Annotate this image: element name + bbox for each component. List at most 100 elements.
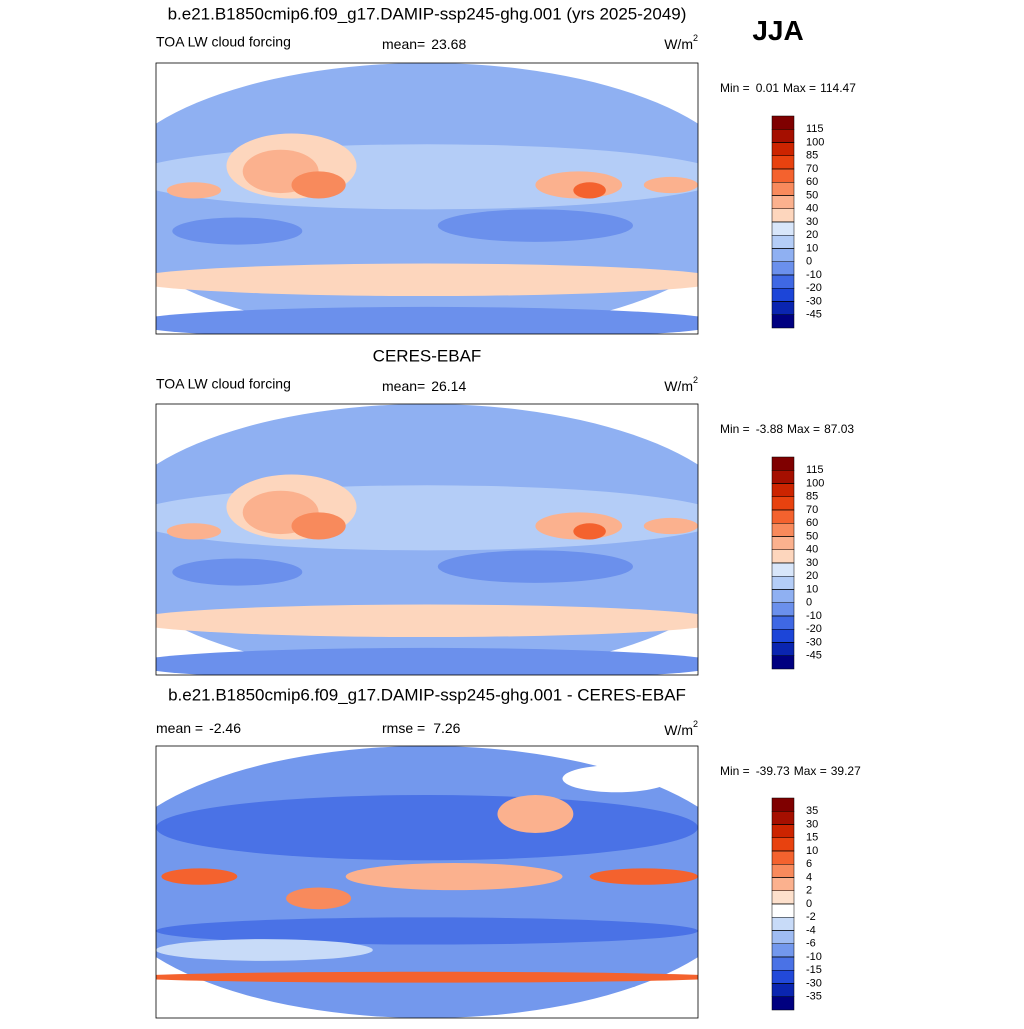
units-base: W/m: [664, 36, 693, 52]
map: [156, 746, 698, 1018]
colorbar-box: [771, 877, 795, 891]
colorbar-box: [771, 824, 795, 838]
stat-value: 7.26: [433, 720, 460, 736]
colorbar-label: 70: [806, 504, 818, 516]
colorbar-box: [771, 221, 795, 236]
colorbar-label: -45: [806, 650, 822, 662]
panel-title: CERES-EBAF: [373, 346, 482, 365]
max-value: 114.47: [820, 81, 856, 95]
map-field: [573, 182, 606, 199]
units-base: W/m: [664, 378, 693, 394]
colorbar-label: -4: [806, 924, 816, 936]
map-field: [166, 182, 222, 199]
colorbar-box: [771, 629, 795, 643]
colorbar-box: [771, 523, 795, 537]
map-field: [589, 868, 698, 885]
map-field: [156, 939, 373, 961]
units-sup: 2: [693, 719, 698, 729]
colorbar-label: -2: [806, 911, 816, 923]
colorbar-box: [771, 811, 795, 825]
map-field: [291, 512, 346, 540]
map-field: [345, 862, 563, 891]
max-label: Max =: [787, 422, 820, 436]
colorbar-box: [771, 549, 795, 564]
colorbar-box: [771, 248, 795, 262]
colorbar-box: [771, 301, 795, 315]
colorbar-box: [771, 496, 795, 511]
colorbar-label: 100: [806, 136, 824, 148]
stat-label: mean =: [156, 720, 203, 736]
map-field: [643, 176, 698, 194]
colorbar-box: [771, 509, 795, 524]
colorbar-box: [771, 917, 795, 931]
colorbar-box: [771, 996, 795, 1011]
stat-label: rmse =: [382, 720, 425, 736]
stat-value: -2.46: [209, 720, 241, 736]
colorbar-label: -10: [806, 610, 822, 622]
colorbar-box: [771, 314, 795, 329]
map-field: [562, 765, 671, 793]
max-label: Max =: [794, 764, 827, 778]
min-value: 0.01: [756, 81, 780, 95]
stat-label: mean=: [382, 378, 425, 394]
colorbar-label: -10: [806, 269, 822, 281]
map-field: [156, 263, 698, 297]
colorbar-label: -6: [806, 938, 816, 950]
colorbar-box: [771, 195, 795, 209]
colorbar-label: 40: [806, 203, 818, 215]
colorbar-box: [771, 168, 795, 183]
colorbar-label: 100: [806, 477, 824, 489]
colorbar-box: [771, 288, 795, 302]
colorbar-label: 115: [806, 123, 824, 135]
stat: rmse = 7.26: [382, 720, 461, 736]
colorbar-box: [771, 142, 795, 156]
colorbar-box: [771, 115, 795, 130]
colorbar-box: [771, 456, 795, 471]
colorbar-box: [771, 602, 795, 617]
stat: mean= 26.14: [382, 378, 466, 394]
units-sup: 2: [693, 375, 698, 385]
colorbar-box: [771, 943, 795, 958]
min-value: -39.73: [756, 764, 790, 778]
colorbar-label: -10: [806, 951, 822, 963]
colorbar-box: [771, 655, 795, 670]
stat: mean= 23.68: [382, 36, 466, 52]
stat-label: mean=: [382, 36, 425, 52]
season-label: JJA: [752, 15, 803, 46]
colorbar-label: 85: [806, 150, 818, 162]
colorbar-label: 30: [806, 818, 818, 830]
map-field: [156, 604, 698, 638]
colorbar-box: [771, 850, 795, 865]
colorbar-box: [771, 235, 795, 249]
colorbar-label: -30: [806, 636, 822, 648]
colorbar-box: [771, 903, 795, 918]
variable-label: TOA LW cloud forcing: [156, 376, 291, 392]
colorbar-box: [771, 930, 795, 944]
colorbar-box: [771, 483, 795, 497]
min-max: Min = -39.73 Max = 39.27: [720, 764, 861, 778]
colorbar-box: [771, 274, 795, 289]
colorbar-label: 40: [806, 544, 818, 556]
colorbar-label: -15: [806, 964, 822, 976]
colorbar-label: 10: [806, 845, 818, 857]
colorbar-box: [771, 589, 795, 603]
map: [156, 404, 698, 675]
max-label: Max =: [783, 81, 816, 95]
max-value: 39.27: [831, 764, 861, 778]
colorbar-label: -30: [806, 295, 822, 307]
map-field: [286, 887, 352, 910]
colorbar-label: 0: [806, 256, 812, 268]
map-field: [156, 485, 698, 551]
stat: mean = -2.46: [156, 720, 241, 736]
map-field: [172, 558, 303, 586]
map-field: [156, 647, 698, 675]
colorbar-label: 0: [806, 898, 812, 910]
colorbar-label: 50: [806, 189, 818, 201]
colorbar-label: 10: [806, 242, 818, 254]
min-label: Min =: [720, 764, 750, 778]
map-field: [161, 868, 238, 885]
colorbar-box: [771, 576, 795, 590]
map-field: [156, 306, 698, 334]
colorbar-box: [771, 470, 795, 484]
